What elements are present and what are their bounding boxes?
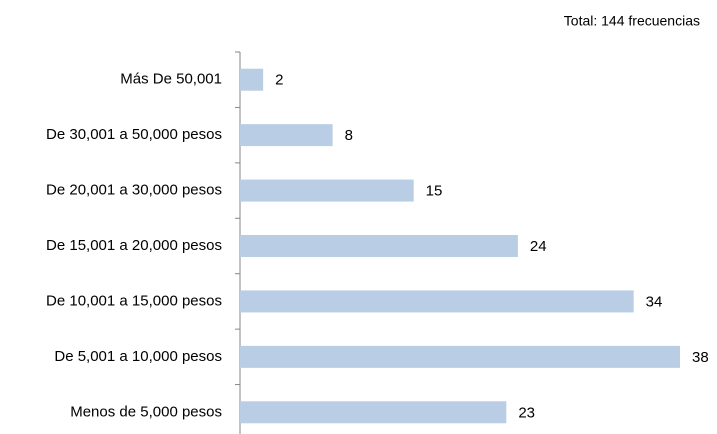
value-label: 34 <box>646 293 663 310</box>
category-label: Menos de 5,000 pesos <box>70 403 222 420</box>
value-label: 38 <box>692 349 709 366</box>
bar <box>240 235 518 257</box>
bar <box>240 401 507 424</box>
bar <box>240 124 333 147</box>
value-label: 2 <box>275 72 283 89</box>
bar <box>240 290 634 313</box>
category-label: De 10,001 a 15,000 pesos <box>46 292 222 309</box>
category-label: De 20,001 a 30,000 pesos <box>46 182 222 199</box>
bar <box>240 68 264 91</box>
chart-subtitle: Total: 144 frecuencias <box>564 13 700 29</box>
value-label: 15 <box>426 183 443 200</box>
bar <box>240 179 414 202</box>
category-label: De 5,001 a 10,000 pesos <box>54 348 222 365</box>
bar <box>240 345 680 368</box>
value-label: 24 <box>530 238 547 255</box>
category-label: De 30,001 a 50,000 pesos <box>46 126 222 143</box>
value-label: 8 <box>345 127 353 144</box>
value-label: 23 <box>518 404 535 421</box>
category-label: De 15,001 a 20,000 pesos <box>46 237 222 254</box>
category-label: Más De 50,001 <box>120 71 222 88</box>
